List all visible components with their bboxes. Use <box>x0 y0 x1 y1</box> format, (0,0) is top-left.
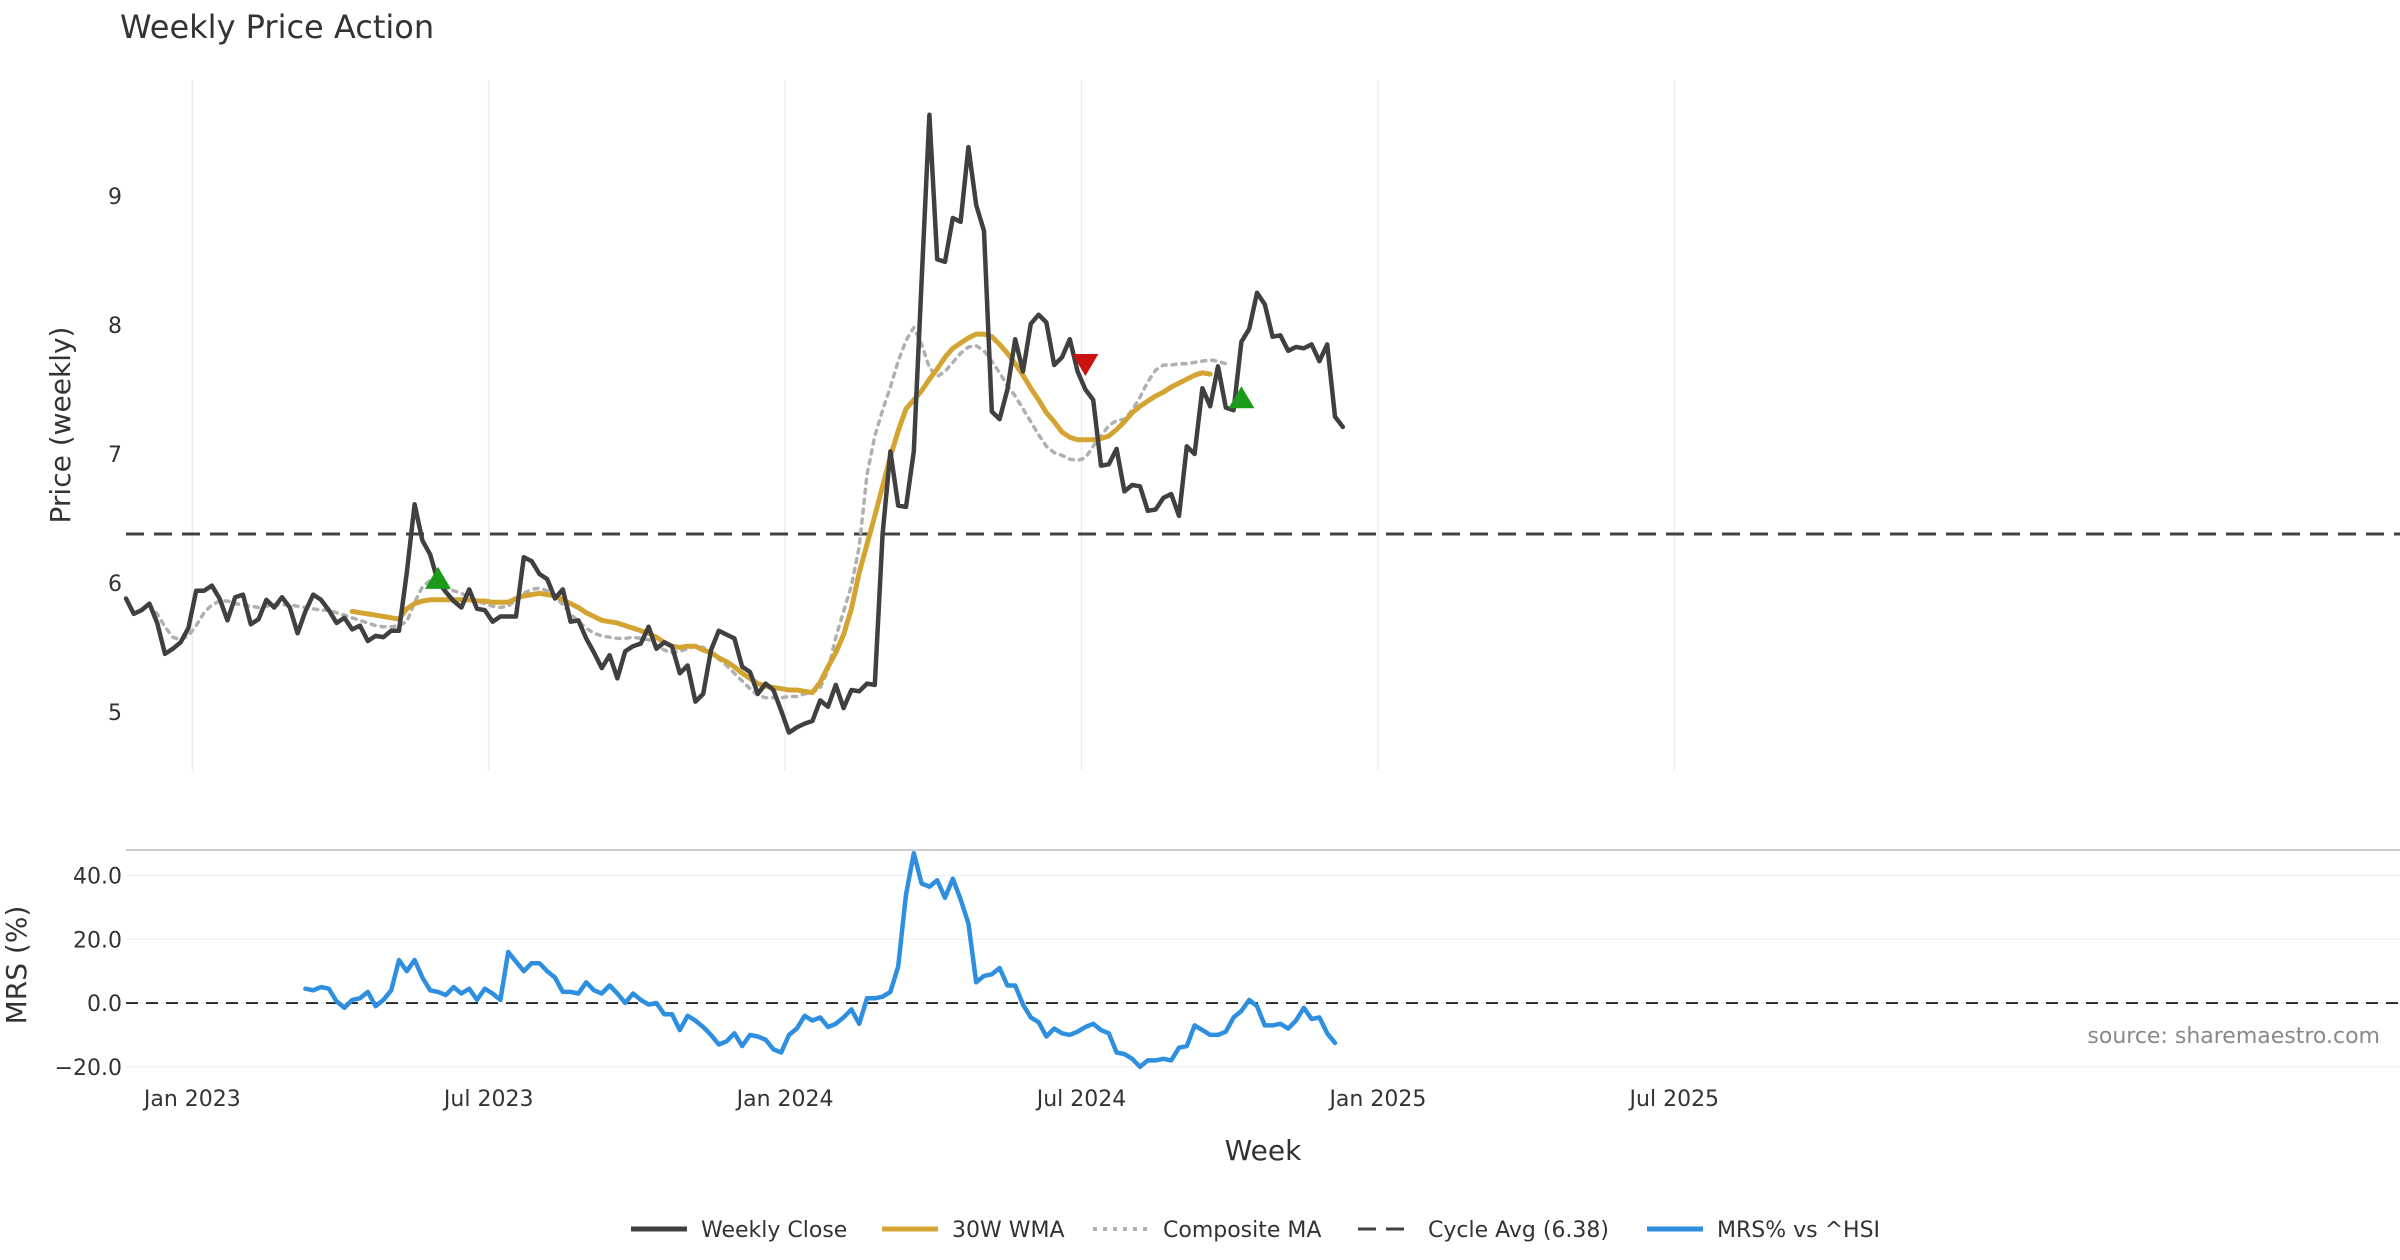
source-note: source: sharemaestro.com <box>2087 1024 2380 1049</box>
x-tick-label: Jul 2025 <box>1628 1087 1720 1112</box>
wma-30w-line <box>349 331 1213 696</box>
price-tick-label: 7 <box>108 443 122 468</box>
legend: Weekly Close 30W WMA Composite MA Cycle Avg… <box>631 1218 1880 1243</box>
mrs-tick-label: 40.0 <box>73 865 122 890</box>
mrs-tick-label: 0.0 <box>87 992 122 1017</box>
legend-label: Composite MA <box>1163 1218 1321 1243</box>
x-axis-label: Week <box>1225 1134 1302 1167</box>
legend-label: 30W WMA <box>952 1218 1065 1243</box>
weekly-close-line <box>123 112 1346 735</box>
mrs-tick-label: −20.0 <box>55 1056 122 1081</box>
legend-label: Weekly Close <box>701 1218 847 1243</box>
legend-label: Cycle Avg (6.38) <box>1428 1218 1609 1243</box>
price-tick-label: 5 <box>108 701 122 726</box>
mrs-y-label: MRS (%) <box>0 906 33 1025</box>
series-layer <box>123 112 1346 1070</box>
legend-label: MRS% vs ^HSI <box>1717 1218 1880 1243</box>
grid <box>126 80 2400 1068</box>
x-tick-label: Jul 2024 <box>1035 1087 1127 1112</box>
mrs-tick-label: 20.0 <box>73 928 122 953</box>
price-tick-label: 8 <box>108 314 122 339</box>
mrs-y-ticks: 40.0 20.0 0.0 −20.0 <box>55 865 122 1081</box>
x-tick-label: Jul 2023 <box>442 1087 534 1112</box>
price-tick-label: 6 <box>108 572 122 597</box>
price-y-label: Price (weekly) <box>44 327 77 524</box>
composite-ma-line <box>147 325 1228 700</box>
price-y-ticks: 5 6 7 8 9 <box>108 185 122 726</box>
x-ticks: Jan 2023 Jul 2023 Jan 2024 Jul 2024 Jan 2025… <box>142 1087 1719 1112</box>
x-tick-label: Jan 2024 <box>735 1087 834 1112</box>
x-tick-label: Jan 2025 <box>1327 1087 1426 1112</box>
signal-layer <box>425 354 1255 589</box>
price-tick-label: 9 <box>108 185 122 210</box>
chart-title: Weekly Price Action <box>120 8 434 46</box>
x-tick-label: Jan 2023 <box>142 1087 241 1112</box>
mrs-line <box>303 850 1338 1070</box>
buy-signal-marker <box>1228 386 1255 409</box>
buy-signal-marker <box>425 566 451 589</box>
sell-signal-marker <box>1072 354 1099 377</box>
